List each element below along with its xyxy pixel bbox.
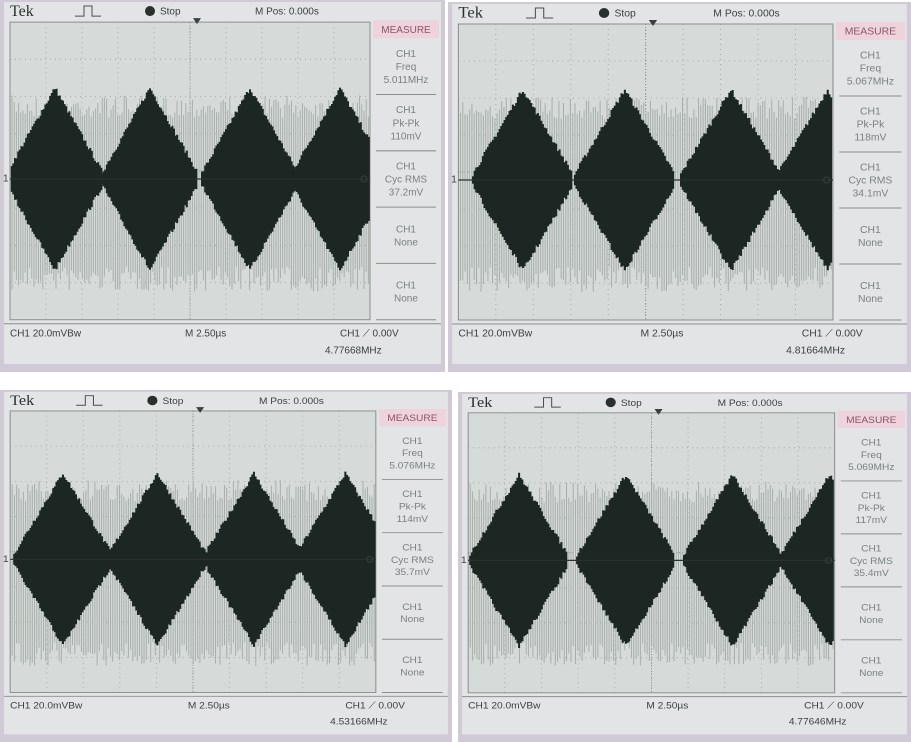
measurement-value: 5.069MHz (848, 462, 894, 473)
timebase: M 2.50µs (188, 701, 230, 712)
horizontal-position: M Pos: 0.000s (718, 398, 783, 409)
measurement-label: Pk-Pk (399, 502, 426, 513)
horizontal-position: M Pos: 0.000s (255, 7, 319, 18)
brand: Tek (10, 392, 34, 408)
measurement-channel: CH1 (396, 224, 416, 235)
measurement-value: 5.011MHz (384, 75, 429, 86)
measurement-label: Pk-Pk (857, 120, 886, 131)
measurement-value: None (859, 615, 884, 626)
run-status: Stop (621, 398, 642, 409)
measurement-channel: CH1 (861, 656, 881, 667)
vertical-scale: CH1 20.0mVBw (10, 701, 83, 712)
measurement-channel: CH1 (396, 105, 416, 116)
measurement-channel: CH1 (861, 544, 881, 555)
measurement-value: None (394, 294, 418, 305)
measurement-channel: CH1 (402, 543, 422, 554)
run-indicator (147, 396, 157, 406)
measurement-value: 118mV (854, 133, 886, 144)
measurement-channel: CH1 (396, 49, 416, 60)
vertical-scale: CH1 20.0mVBw (468, 701, 541, 712)
measurement-value: 117mV (856, 515, 888, 526)
trigger-frequency: 4.81664MHz (786, 346, 845, 357)
oscilloscope-screen: Tek Stop M Pos: 0.000s MEASURE 1 CH1 Freq 5.011… (0, 0, 445, 372)
measurement-label: Freq (860, 64, 882, 75)
measurement-label: Cyc RMS (850, 556, 893, 567)
run-status: Stop (614, 9, 636, 20)
menu-title: MEASURE (845, 27, 897, 38)
brand: Tek (458, 3, 484, 22)
measurement-value: 37.2mV (389, 188, 424, 199)
measurement-value: None (400, 615, 425, 626)
measurement-value: 34.1mV (853, 189, 889, 200)
oscilloscope-screen: Tek Stop M Pos: 0.000s MEASURE 1 CH1 Freq5.076… (0, 390, 452, 742)
run-indicator (145, 6, 155, 16)
measurement-channel: CH1 (402, 655, 422, 666)
measurement-value: None (859, 668, 884, 679)
vertical-scale: CH1 20.0mVBw (458, 329, 533, 340)
brand: Tek (468, 394, 492, 410)
measurement-channel: CH1 (402, 489, 422, 500)
menu-title: MEASURE (387, 413, 438, 424)
trigger-setting: CH1 ⟋ 0.00V (345, 701, 405, 712)
measurement-channel: CH1 (396, 281, 416, 292)
measurement-channel: CH1 (402, 602, 422, 613)
measurement-channel: CH1 (861, 491, 881, 502)
oscilloscope-screen: TekStopM Pos: 0.000sMEASURE1CH1Freq5.069… (458, 392, 911, 742)
measurement-channel: CH1 (860, 163, 881, 174)
measurement-label: Freq (861, 450, 882, 461)
measurement-value: 110mV (391, 131, 422, 142)
measurement-value: 114mV (397, 514, 429, 525)
timebase: M 2.50µs (646, 701, 688, 712)
channel-marker: 1 (451, 175, 457, 186)
menu-title: MEASURE (846, 415, 897, 426)
measurement-value: None (394, 237, 418, 248)
measurement-label: Pk-Pk (393, 118, 421, 129)
measurement-value: None (400, 668, 425, 679)
horizontal-position: M Pos: 0.000s (259, 396, 324, 407)
measurement-value: 35.4mV (854, 568, 890, 579)
measurement-channel: CH1 (861, 438, 881, 449)
measurement-value: 5.067MHz (847, 77, 894, 88)
measurement-label: Pk-Pk (858, 503, 885, 514)
page: TekStopM Pos: 0.000sMEASURE1CH1Freq5.011… (0, 0, 911, 742)
measurement-channel: CH1 (861, 603, 881, 614)
channel-marker: 1 (461, 555, 467, 566)
measurement-label: Cyc RMS (385, 175, 427, 186)
measurement-label: Cyc RMS (391, 555, 434, 566)
measurement-value: None (858, 294, 883, 305)
run-indicator (606, 398, 616, 407)
trigger-setting: CH1 ⟋ 0.00V (804, 701, 864, 712)
trigger-frequency: 4.53166MHz (330, 717, 388, 728)
vertical-scale: CH1 20.0mVBw (10, 328, 82, 339)
timebase: M 2.50µs (185, 328, 226, 339)
measurement-channel: CH1 (402, 436, 422, 447)
measurement-value: 35.7mV (395, 567, 430, 578)
trigger-frequency: 4.77668MHz (325, 346, 382, 357)
horizontal-position: M Pos: 0.000s (713, 9, 779, 20)
measurement-value: None (858, 238, 883, 249)
run-indicator (599, 8, 609, 18)
measurement-channel: CH1 (860, 281, 881, 292)
run-status: Stop (160, 7, 181, 18)
measurement-label: Freq (396, 62, 417, 73)
measurement-label: Cyc RMS (848, 176, 892, 187)
run-status: Stop (163, 396, 184, 407)
measurement-value: 5.076MHz (389, 461, 435, 472)
trigger-setting: CH1 ⟋ 0.00V (340, 328, 399, 339)
menu-title: MEASURE (381, 25, 431, 36)
channel-marker: 1 (3, 174, 9, 185)
measurement-channel: CH1 (860, 225, 881, 236)
measurement-channel: CH1 (860, 107, 881, 118)
trigger-frequency: 4.77646MHz (789, 717, 847, 728)
brand: Tek (10, 3, 35, 20)
measurement-label: Freq (402, 449, 423, 460)
oscilloscope-screen: Tek Stop M Pos: 0.000s MEASURE 1 CH1 Freq 5.067… (448, 2, 911, 372)
measurement-channel: CH1 (860, 51, 881, 62)
timebase: M 2.50µs (640, 329, 683, 340)
measurement-channel: CH1 (396, 162, 416, 173)
channel-marker: 1 (3, 554, 9, 565)
trigger-setting: CH1 ⟋ 0.00V (802, 329, 863, 340)
